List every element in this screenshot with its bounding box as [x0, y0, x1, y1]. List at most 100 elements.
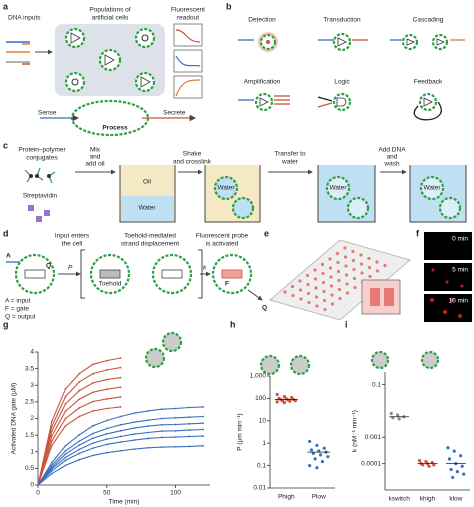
trap	[307, 300, 311, 305]
x-tick-label: 0	[36, 490, 40, 497]
error-dot	[174, 407, 177, 410]
error-dot	[64, 453, 67, 455]
trap	[290, 284, 295, 289]
label: Water	[217, 185, 235, 192]
trap	[375, 269, 380, 273]
error-dot	[92, 442, 94, 445]
error-dot	[119, 441, 122, 444]
trap	[315, 304, 319, 308]
label: conjugates	[26, 155, 58, 162]
error-dot	[133, 412, 136, 415]
error-dot	[78, 440, 81, 443]
label: Fluorescent probe	[196, 233, 249, 240]
point	[460, 464, 464, 468]
point	[451, 475, 455, 480]
error-dot	[105, 388, 108, 391]
error-dot	[188, 429, 191, 432]
panel-letter: h	[230, 319, 236, 329]
trap	[344, 264, 348, 268]
y-axis-label: k (nM⁻¹ min⁻¹)	[352, 410, 359, 452]
label: Input enters	[55, 233, 90, 240]
error-dot	[188, 435, 191, 438]
error-dot	[92, 454, 94, 457]
trap	[329, 275, 333, 279]
panel-d: d Input enters the cell Toehold-mediated…	[3, 228, 267, 320]
error-dot	[105, 419, 108, 422]
error-dot	[202, 435, 205, 438]
y-tick-label: 1,000	[250, 373, 267, 380]
error-dot	[64, 395, 67, 398]
point	[417, 459, 422, 463]
y-tick-label: 100	[255, 395, 266, 402]
label: add oil	[85, 161, 105, 168]
symbol: Q	[46, 263, 51, 270]
label: 5 min	[452, 267, 468, 274]
label: Logic	[334, 79, 350, 86]
error-dot	[78, 444, 81, 446]
trap	[367, 265, 372, 270]
y-tick-label: 0.1	[257, 462, 266, 469]
trap	[345, 291, 350, 295]
error-dot	[133, 439, 136, 442]
y-tick-label: 4	[30, 349, 34, 356]
point	[320, 460, 324, 464]
point	[275, 392, 279, 397]
error-dot	[202, 415, 205, 418]
error-dot	[160, 446, 163, 448]
error-dot	[105, 407, 108, 410]
error-dot	[78, 415, 81, 418]
inset	[361, 279, 401, 315]
label: Toehold	[99, 281, 122, 288]
point	[389, 411, 393, 416]
point	[275, 400, 279, 404]
error-dot	[50, 430, 53, 433]
error-dot	[92, 437, 94, 440]
error-dot	[50, 470, 53, 472]
label: 0 min	[452, 236, 468, 243]
error-dot	[64, 449, 67, 452]
error-dot	[174, 423, 177, 426]
point	[315, 466, 319, 470]
point	[449, 467, 453, 472]
traps	[283, 246, 387, 312]
error-dot	[133, 427, 136, 430]
error-dot	[105, 427, 108, 430]
error-dot	[105, 443, 108, 446]
error-dot	[92, 447, 94, 449]
point	[427, 464, 431, 468]
data-line	[37, 435, 204, 486]
trap	[359, 262, 364, 266]
error-dot	[50, 468, 53, 470]
trap	[298, 288, 303, 292]
error-dot	[64, 444, 67, 447]
error-dot	[78, 398, 81, 401]
trap	[313, 268, 317, 272]
x-tick-label: Phigh	[278, 494, 295, 501]
error-dot	[119, 415, 122, 418]
error-dot	[64, 388, 67, 390]
trap	[314, 286, 318, 290]
trap	[299, 297, 303, 301]
trap	[306, 282, 310, 287]
legend: F = gate	[5, 306, 29, 313]
point	[432, 463, 436, 467]
label: Water	[329, 185, 347, 192]
trap	[313, 277, 318, 281]
label: Fluorescent	[171, 7, 205, 14]
panel-letter: e	[264, 228, 269, 238]
point	[462, 472, 466, 476]
x-tick-label: 50	[103, 490, 111, 497]
trap	[352, 276, 357, 281]
error-dot	[105, 432, 108, 435]
error-dot	[119, 357, 122, 359]
reaction-cells	[6, 249, 263, 301]
x-tick-label: 100	[170, 490, 181, 497]
error-dot	[133, 421, 136, 424]
symbol: P	[68, 265, 73, 272]
panel-e: e	[264, 228, 412, 321]
error-dot	[174, 445, 177, 448]
y-axis-label: P (µm min⁻¹)	[237, 413, 244, 450]
panel-letter: d	[3, 228, 9, 238]
trap	[298, 279, 302, 283]
